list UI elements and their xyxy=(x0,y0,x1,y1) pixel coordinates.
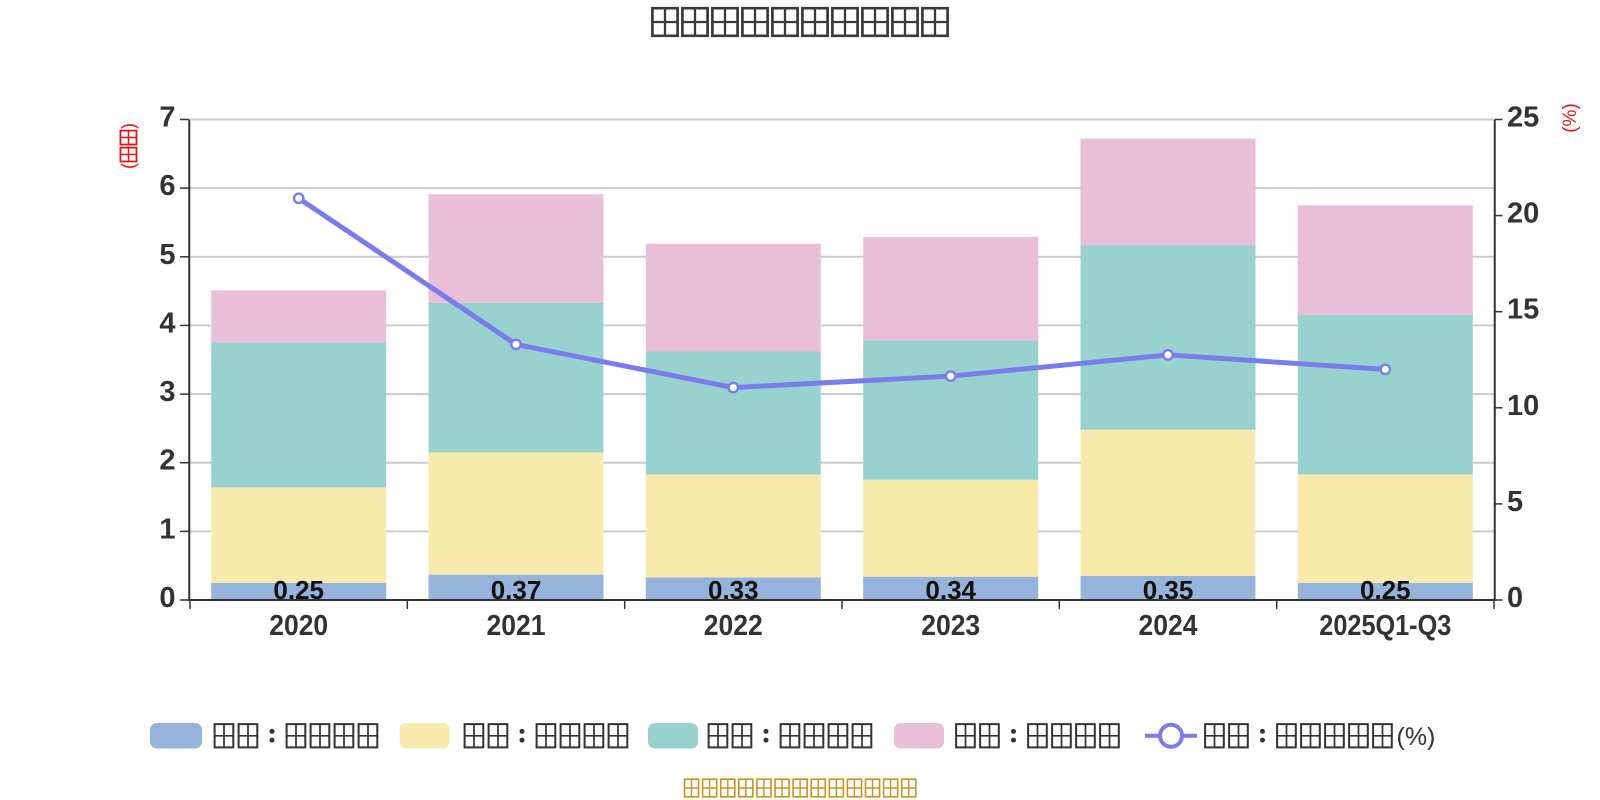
svg-text:0.37: 0.37 xyxy=(491,575,542,605)
svg-text:6: 6 xyxy=(159,170,175,202)
svg-text:4: 4 xyxy=(159,307,175,339)
svg-text:(%): (%) xyxy=(1560,103,1581,133)
svg-text:5: 5 xyxy=(1507,486,1523,518)
svg-text:1: 1 xyxy=(159,513,175,545)
svg-text:7: 7 xyxy=(159,102,175,134)
svg-text:2024: 2024 xyxy=(1139,610,1198,642)
svg-text:0.25: 0.25 xyxy=(1360,575,1411,605)
svg-text:5: 5 xyxy=(159,239,175,271)
svg-text:2020: 2020 xyxy=(269,610,328,642)
svg-text:0.33: 0.33 xyxy=(708,575,759,605)
svg-text:20: 20 xyxy=(1507,198,1539,230)
svg-text:0.34: 0.34 xyxy=(925,575,976,605)
svg-text:0.25: 0.25 xyxy=(273,575,324,605)
svg-text:25: 25 xyxy=(1507,102,1539,134)
svg-text:0: 0 xyxy=(159,582,175,614)
svg-text:0: 0 xyxy=(1507,582,1523,614)
svg-text:2: 2 xyxy=(159,445,175,477)
svg-text:2022: 2022 xyxy=(704,610,763,642)
svg-text:2025Q1-Q3: 2025Q1-Q3 xyxy=(1319,610,1451,642)
svg-text:3: 3 xyxy=(159,376,175,408)
svg-text:10: 10 xyxy=(1507,390,1539,422)
svg-text:(%): (%) xyxy=(1397,723,1436,751)
svg-text:2023: 2023 xyxy=(921,610,980,642)
svg-text:15: 15 xyxy=(1507,294,1539,326)
svg-text:0.35: 0.35 xyxy=(1143,575,1194,605)
svg-text:): ) xyxy=(119,123,139,129)
svg-text:(: ( xyxy=(119,163,139,169)
svg-text:2021: 2021 xyxy=(487,610,546,642)
